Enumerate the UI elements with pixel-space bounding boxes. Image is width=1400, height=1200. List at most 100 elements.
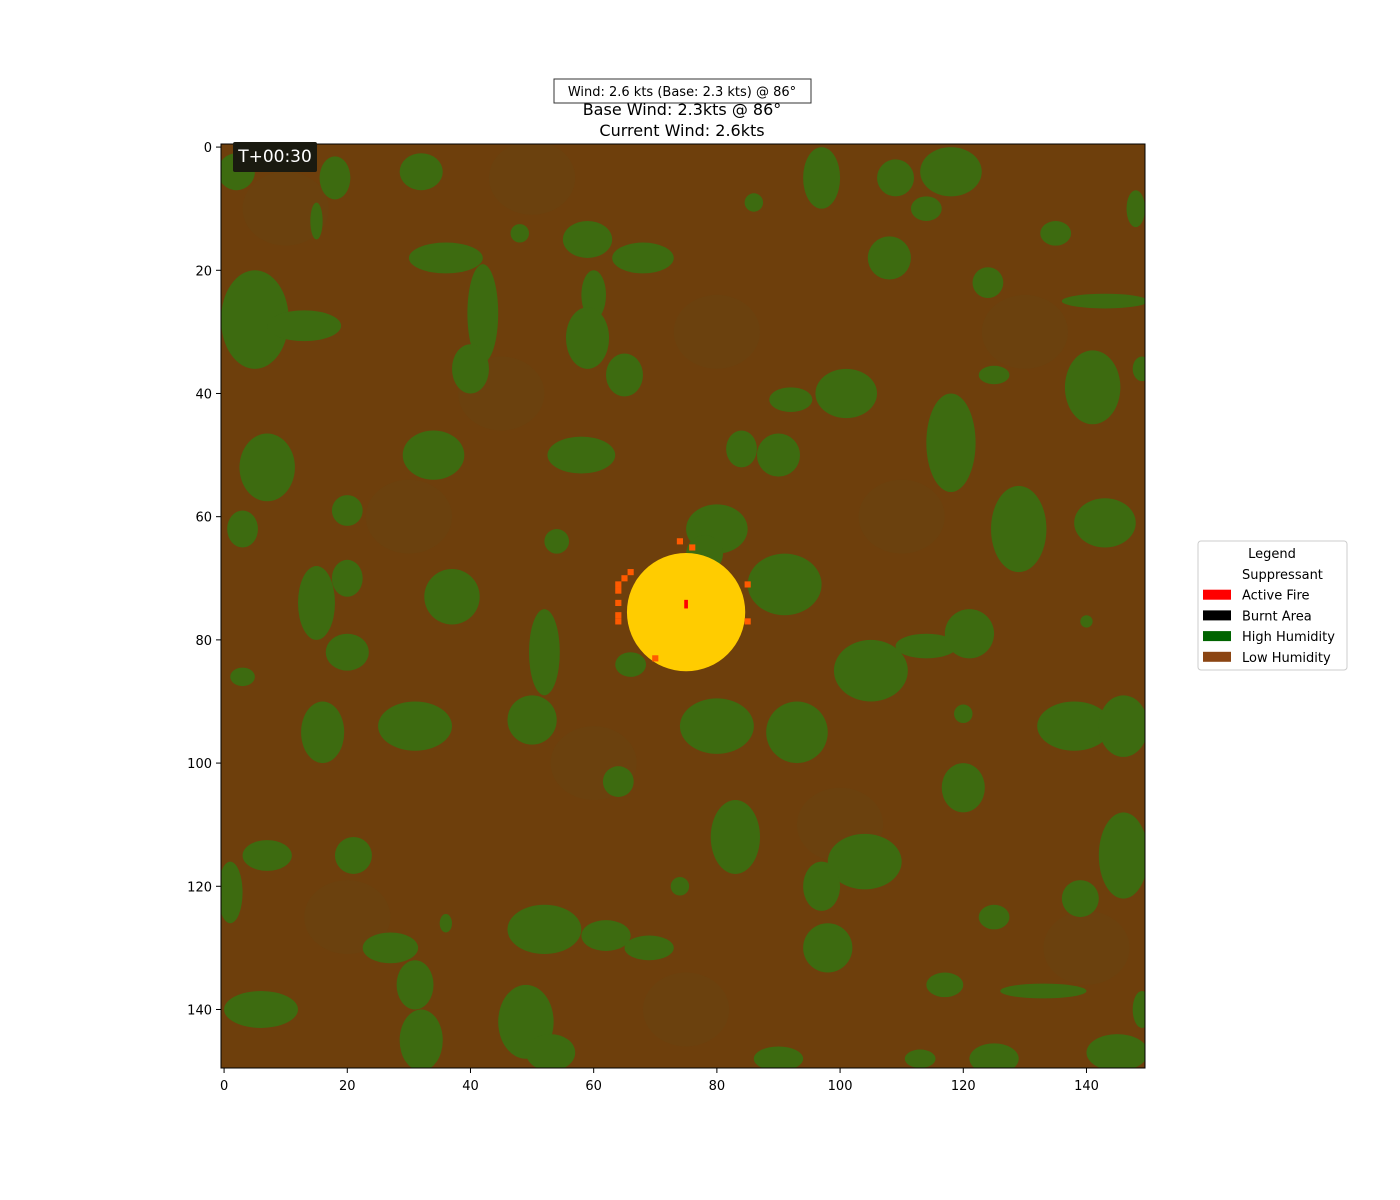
burning-cell	[628, 569, 634, 575]
high-humidity-patch	[335, 837, 372, 874]
high-humidity-patch	[424, 569, 479, 624]
x-tick-label: 0	[220, 1079, 228, 1094]
high-humidity-patch	[1062, 880, 1099, 917]
high-humidity-patch	[298, 566, 335, 640]
low-humidity-region	[982, 295, 1068, 369]
high-humidity-patch	[243, 840, 292, 871]
high-humidity-patch	[726, 430, 757, 467]
high-humidity-patch	[566, 307, 609, 369]
high-humidity-patch	[224, 991, 298, 1028]
heatmap-area	[218, 141, 1151, 1074]
high-humidity-patch	[1000, 984, 1086, 999]
high-humidity-patch	[452, 344, 489, 393]
high-humidity-patch	[969, 1043, 1018, 1074]
high-humidity-patch	[267, 310, 341, 341]
legend-label: Suppressant	[1242, 568, 1323, 583]
low-humidity-region	[674, 295, 760, 369]
low-humidity-region	[489, 141, 575, 215]
burning-cell	[615, 618, 621, 624]
x-tick-label: 120	[951, 1079, 976, 1094]
high-humidity-patch	[326, 634, 369, 671]
high-humidity-patch	[563, 221, 612, 258]
high-humidity-patch	[748, 554, 822, 616]
high-humidity-patch	[612, 243, 674, 274]
legend-swatch	[1203, 652, 1231, 662]
y-tick-label: 40	[195, 387, 212, 402]
wind-info-text: Wind: 2.6 kts (Base: 2.3 kts) @ 86°	[568, 85, 796, 100]
high-humidity-patch	[905, 1050, 936, 1068]
high-humidity-patch	[239, 434, 294, 502]
high-humidity-patch	[803, 147, 840, 209]
chart-title-line2: Current Wind: 2.6kts	[599, 121, 764, 140]
chart-title-line1: Base Wind: 2.3kts @ 86°	[583, 100, 782, 119]
high-humidity-patch	[320, 156, 351, 199]
x-tick-label: 80	[709, 1079, 726, 1094]
legend-label: Low Humidity	[1242, 651, 1331, 666]
suppressant-fire-zone	[627, 553, 745, 671]
y-tick-label: 20	[195, 264, 212, 279]
high-humidity-patch	[511, 224, 529, 242]
burning-cell	[652, 655, 658, 661]
burning-cell	[745, 581, 751, 587]
high-humidity-patch	[400, 1009, 443, 1071]
high-humidity-patch	[1074, 498, 1136, 547]
high-humidity-patch	[403, 430, 465, 479]
high-humidity-patch	[979, 905, 1010, 930]
high-humidity-patch	[615, 652, 646, 677]
legend-swatch	[1203, 590, 1231, 600]
high-humidity-patch	[544, 529, 569, 554]
high-humidity-patch	[332, 495, 363, 526]
high-humidity-patch	[815, 369, 877, 418]
high-humidity-patch	[1099, 695, 1148, 757]
x-tick-label: 100	[828, 1079, 853, 1094]
y-tick-label: 140	[187, 1003, 212, 1018]
timer-badge: T+00:30	[233, 142, 317, 172]
high-humidity-patch	[979, 366, 1010, 384]
high-humidity-patch	[400, 153, 443, 190]
high-humidity-patch	[1127, 190, 1145, 227]
high-humidity-patch	[378, 701, 452, 750]
x-tick-label: 60	[585, 1079, 602, 1094]
high-humidity-patch	[440, 914, 452, 932]
high-humidity-patch	[1065, 350, 1120, 424]
high-humidity-patch	[926, 973, 963, 998]
high-humidity-patch	[529, 609, 560, 695]
high-humidity-patch	[1099, 812, 1148, 898]
active-fire-cell	[684, 600, 688, 609]
x-tick-label: 20	[339, 1079, 356, 1094]
low-humidity-region	[643, 973, 729, 1047]
high-humidity-patch	[227, 511, 258, 548]
burning-cell	[615, 612, 621, 618]
high-humidity-patch	[926, 393, 975, 492]
high-humidity-patch	[973, 267, 1004, 298]
high-humidity-patch	[526, 1034, 575, 1071]
y-tick-label: 0	[204, 141, 212, 156]
high-humidity-patch	[397, 960, 434, 1009]
x-axis: 0 20 40 60 80 100 120 140	[220, 1068, 1099, 1094]
high-humidity-patch	[230, 668, 255, 686]
high-humidity-patch	[680, 698, 754, 753]
high-humidity-patch	[332, 560, 363, 597]
legend-swatch	[1203, 610, 1231, 620]
high-humidity-patch	[757, 434, 800, 477]
x-tick-label: 140	[1074, 1079, 1099, 1094]
high-humidity-patch	[581, 920, 630, 951]
high-humidity-patch	[409, 243, 483, 274]
high-humidity-patch	[945, 609, 994, 658]
y-tick-label: 100	[187, 757, 212, 772]
high-humidity-patch	[769, 387, 812, 412]
high-humidity-patch	[1133, 357, 1151, 382]
burning-cell	[615, 581, 621, 587]
high-humidity-patch	[942, 763, 985, 812]
x-tick-label: 40	[462, 1079, 479, 1094]
timer-text: T+00:30	[237, 147, 312, 167]
high-humidity-patch	[991, 486, 1046, 572]
y-axis: 0 20 40 60 80 100 120 140	[187, 141, 221, 1018]
high-humidity-patch	[920, 147, 982, 196]
high-humidity-patch	[1086, 1034, 1148, 1071]
high-humidity-patch	[1062, 294, 1148, 309]
burning-cell	[689, 544, 695, 550]
low-humidity-region	[1043, 911, 1129, 985]
high-humidity-patch	[310, 203, 322, 240]
